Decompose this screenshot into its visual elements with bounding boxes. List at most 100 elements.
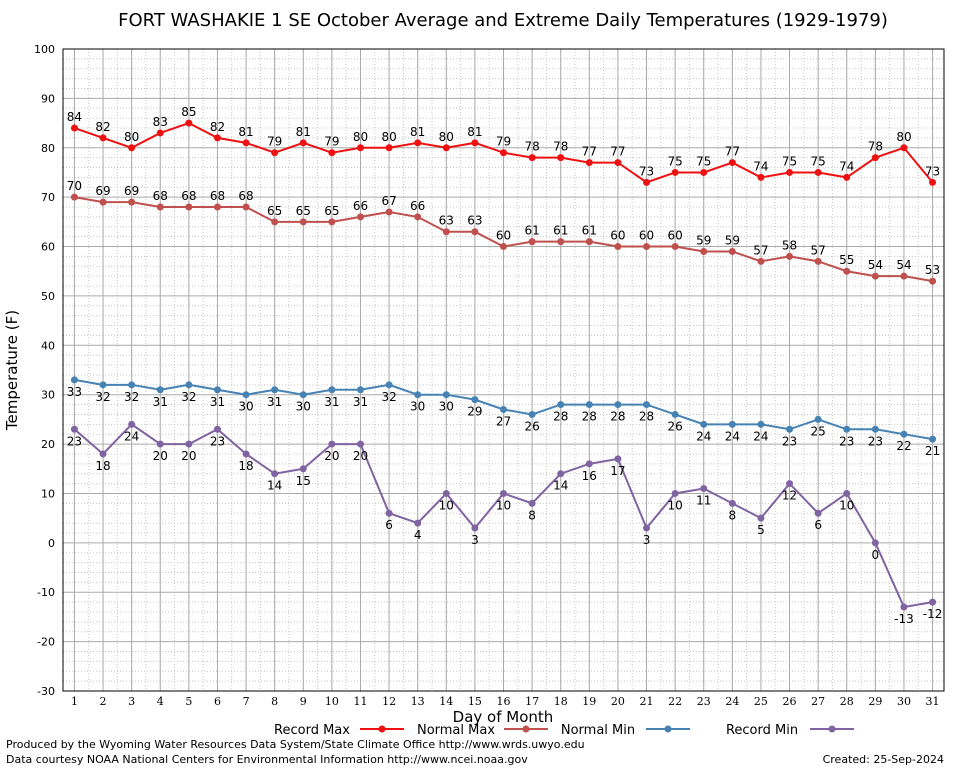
record-max-point (242, 139, 250, 147)
x-tick-label: 15 (468, 695, 482, 708)
normal-max-point (213, 203, 221, 211)
record-min-point (814, 509, 822, 517)
record-max-data-label: 74 (839, 159, 854, 173)
y-tick-label: 90 (41, 92, 55, 105)
normal-max-data-label: 57 (753, 243, 768, 257)
record-max-point (299, 139, 307, 147)
x-tick-label: 31 (926, 695, 940, 708)
normal-max-point (585, 238, 593, 246)
normal-max-point (356, 213, 364, 221)
plot-area-border (62, 48, 945, 692)
y-tick-label: -20 (37, 636, 55, 649)
normal-max-data-label: 60 (610, 229, 625, 243)
normal-min-point (156, 386, 164, 394)
record-max-data-label: 79 (324, 135, 339, 149)
record-min-data-label: 11 (696, 494, 711, 508)
normal-max-data-label: 66 (353, 199, 368, 213)
record-min-data-label: 10 (667, 498, 682, 512)
normal-min-point (557, 401, 565, 409)
normal-max-data-label: 69 (95, 184, 110, 198)
normal-max-point (328, 218, 336, 226)
x-tick-label: 8 (271, 695, 278, 708)
normal-max-data-label: 68 (181, 189, 196, 203)
record-max-data-label: 75 (667, 154, 682, 168)
normal-min-point (128, 381, 136, 389)
y-tick-label: -30 (37, 685, 55, 698)
x-tick-label: 11 (353, 695, 367, 708)
normal-min-data-label: 30 (439, 400, 454, 414)
normal-min-point (871, 425, 879, 433)
record-min-data-label: 5 (757, 523, 765, 537)
record-max-data-label: 77 (610, 145, 625, 159)
record-min-data-label: 23 (67, 434, 82, 448)
normal-max-data-label: 54 (868, 258, 883, 272)
record-min-point (585, 460, 593, 468)
normal-max-data-label: 53 (925, 263, 940, 277)
normal-min-point (442, 391, 450, 399)
normal-max-data-label: 60 (496, 229, 511, 243)
record-max-point (185, 119, 193, 127)
normal-min-point (643, 401, 651, 409)
record-min-data-label: 17 (610, 464, 625, 478)
normal-min-data-label: 31 (267, 395, 282, 409)
record-max-data-label: 77 (582, 145, 597, 159)
normal-min-data-label: 21 (925, 444, 940, 458)
record-min-data-label: 15 (296, 474, 311, 488)
normal-min-point (213, 386, 221, 394)
normal-max-data-label: 68 (210, 189, 225, 203)
normal-max-point (128, 198, 136, 206)
x-tick-label: 21 (640, 695, 654, 708)
record-max-data-label: 81 (410, 125, 425, 139)
x-tick-label: 13 (411, 695, 425, 708)
record-min-data-label: 10 (439, 498, 454, 512)
record-max-point (557, 154, 565, 162)
x-tick-label: 18 (554, 695, 568, 708)
record-min-data-label: 6 (814, 518, 822, 532)
normal-max-legend-marker (522, 725, 530, 733)
credit-line-1: Produced by the Wyoming Water Resources … (6, 738, 585, 751)
record-max-point (328, 149, 336, 157)
record-min-data-label: 16 (582, 469, 597, 483)
record-min-point (70, 425, 78, 433)
normal-min-data-label: 32 (181, 390, 196, 404)
record-min-point (328, 440, 336, 448)
record-min-point (156, 440, 164, 448)
record-max-point (843, 173, 851, 181)
y-tick-label: 10 (41, 487, 55, 500)
normal-max-data-label: 61 (582, 224, 597, 238)
x-tick-label: 29 (868, 695, 882, 708)
normal-min-point (299, 391, 307, 399)
normal-min-data-label: 24 (753, 429, 768, 443)
record-max-point (128, 144, 136, 152)
record-max-data-label: 82 (95, 120, 110, 134)
record-max-point (643, 178, 651, 186)
normal-max-data-label: 58 (782, 238, 797, 252)
y-axis-label: Temperature (F) (3, 310, 21, 431)
normal-min-data-label: 32 (95, 390, 110, 404)
x-tick-label: 2 (100, 695, 107, 708)
normal-max-point (843, 267, 851, 275)
record-max-point (614, 159, 622, 167)
normal-max-data-label: 61 (553, 224, 568, 238)
normal-max-point (786, 252, 794, 260)
normal-min-point (471, 396, 479, 404)
record-min-point (500, 489, 507, 497)
record-max-data-label: 80 (353, 130, 368, 144)
x-tick-label: 24 (725, 695, 739, 708)
record-min-data-label: 20 (181, 449, 196, 463)
normal-min-point (385, 381, 393, 389)
x-tick-label: 28 (840, 695, 854, 708)
normal-max-data-label: 60 (667, 229, 682, 243)
normal-min-point (500, 406, 507, 414)
normal-min-point (700, 420, 708, 428)
normal-min-data-label: 28 (553, 410, 568, 424)
normal-min-data-label: 24 (725, 429, 740, 443)
normal-max-data-label: 60 (639, 229, 654, 243)
normal-max-point (900, 272, 908, 280)
record-min-point (929, 598, 937, 606)
normal-max-point (271, 218, 279, 226)
record-min-data-label: 0 (872, 548, 880, 562)
record-min-data-label: 20 (353, 449, 368, 463)
x-tick-label: 4 (157, 695, 164, 708)
record-max-point (700, 168, 708, 176)
